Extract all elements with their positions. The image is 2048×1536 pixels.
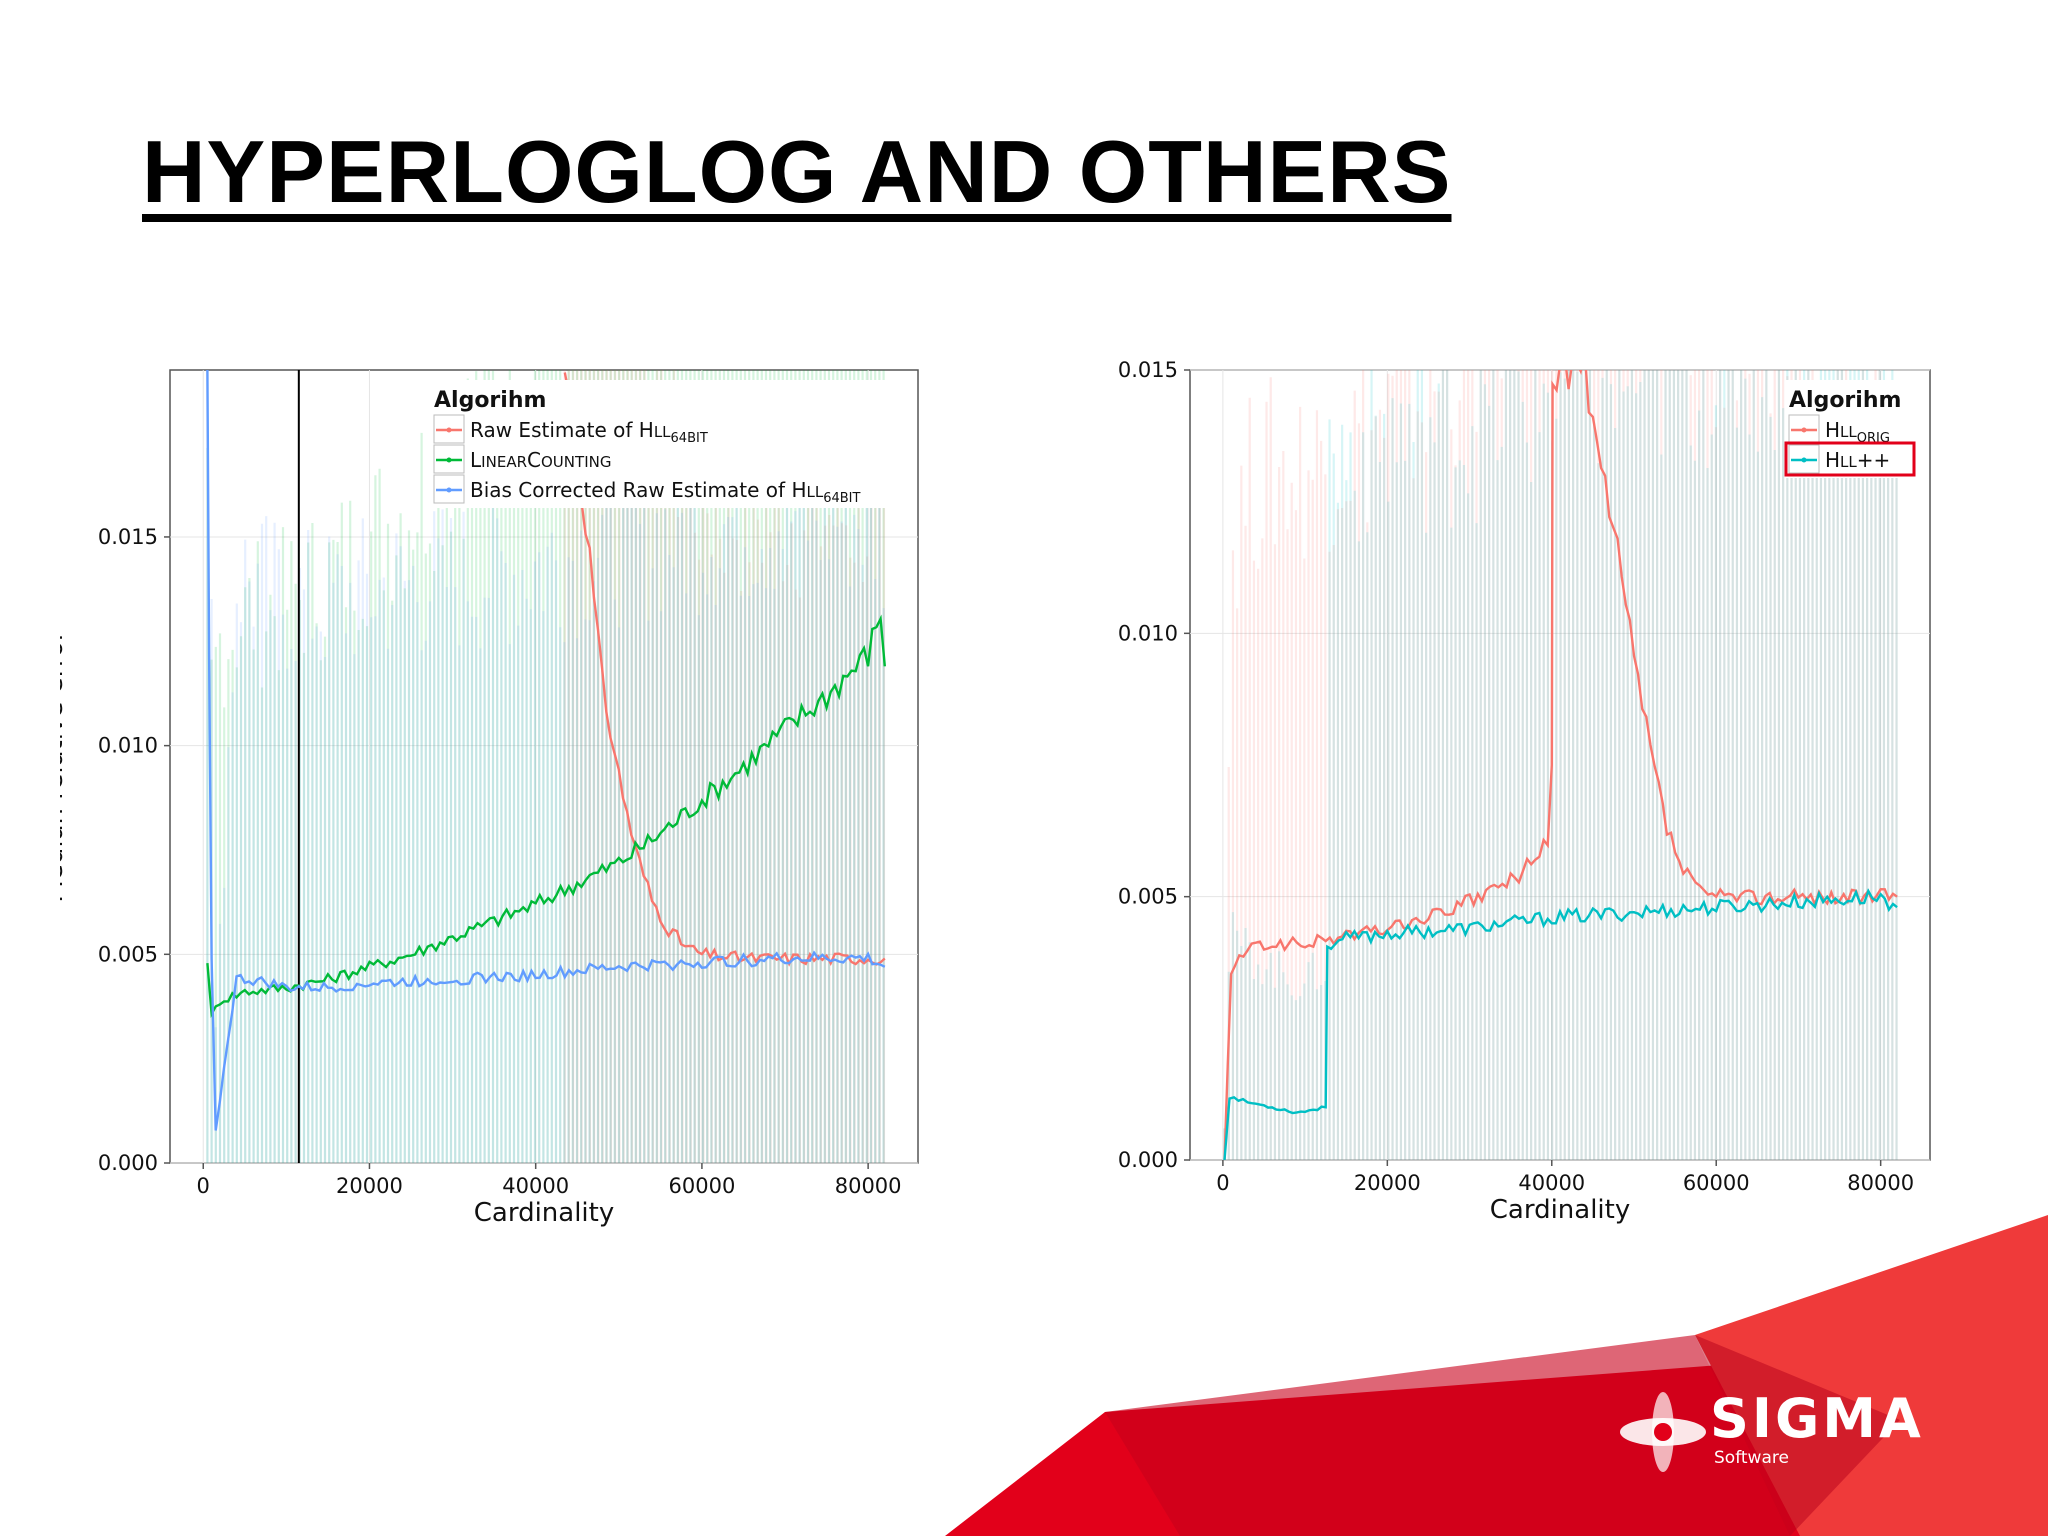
legend-key-dot [446, 427, 452, 433]
y-tick-label: 0.005 [1118, 885, 1178, 909]
sigma-logo-mark-icon [1620, 1392, 1706, 1472]
y-tick-label: 0.015 [1118, 358, 1178, 382]
series-line-2 [206, 370, 886, 1131]
error-bands [1223, 370, 1898, 1160]
x-tick-label: 60000 [669, 1174, 736, 1198]
sigma-software-logo: SIGMA Software [1618, 1390, 1921, 1480]
legend-label-smallcaps: LINEARCOUNTING [470, 448, 611, 472]
y-tick-label: 0.010 [1118, 621, 1178, 645]
legend-label-subscript: 64BIT [823, 491, 860, 506]
y-axis-title: Median relative error [60, 630, 69, 902]
legend-label: Bias Corrected Raw Estimate of HLL64BIT [470, 478, 860, 506]
legend-label-smallcaps: HLL++ [1825, 448, 1890, 472]
x-tick-label: 40000 [502, 1174, 569, 1198]
y-tick-label: 0.000 [1118, 1148, 1178, 1172]
series-line-0 [1223, 370, 1898, 1160]
slide-title: HYPERLOGLOG AND OTHERS [142, 122, 1452, 221]
legend-key-dot [446, 457, 452, 463]
series-lines [1223, 370, 1898, 1160]
x-tick-label: 80000 [835, 1174, 902, 1198]
x-tick-label: 20000 [1354, 1171, 1421, 1195]
x-tick-label: 0 [1216, 1171, 1229, 1195]
legend-label-smallcaps: HLL [791, 478, 823, 502]
y-tick-label: 0.000 [98, 1151, 158, 1175]
legend-label-smallcaps: HLL [639, 418, 671, 442]
y-axis-title: Median relative error [1085, 629, 1089, 901]
series-line-1 [1223, 888, 1898, 1160]
series-line-1 [206, 614, 886, 1019]
x-axis-title: Cardinality [1490, 1195, 1631, 1225]
x-tick-label: 60000 [1683, 1171, 1750, 1195]
x-tick-label: 20000 [336, 1174, 403, 1198]
chart-left-linear-counting: 0.000 0.005 0.010 0.015 0 20000 40000 60000 8000… [60, 369, 919, 1228]
legend-key-dot [1801, 427, 1807, 433]
brand-name: SIGMA [1710, 1387, 1924, 1450]
brand-subtitle: Software [1714, 1448, 1789, 1468]
series-lines [206, 370, 886, 1131]
legend-key-dot [446, 487, 452, 493]
legend-key-dot [1801, 457, 1807, 463]
plot-area [1189, 369, 1931, 1161]
legend-label: LINEARCOUNTING [470, 448, 611, 472]
error-bands [206, 370, 886, 1163]
chart-right-hll-comparison: 0.000 0.005 0.010 0.015 0 20000 40000 60000 8000… [1085, 358, 1931, 1225]
x-tick-label: 80000 [1847, 1171, 1914, 1195]
y-tick-label: 0.005 [98, 942, 158, 966]
legend-title: Algorihm [1789, 388, 1901, 413]
y-tick-label: 0.015 [98, 525, 158, 549]
legend-title: Algorihm [434, 388, 546, 413]
y-tick-label: 0.010 [98, 734, 158, 758]
x-axis-title: Cardinality [474, 1198, 615, 1228]
legend-label-subscript: 64BIT [671, 431, 708, 446]
legend-label: Raw Estimate of HLL64BIT [470, 418, 708, 446]
legend-label-smallcaps: HLL [1825, 418, 1857, 442]
legend-box [430, 380, 908, 508]
legend-label: HLL++ [1825, 448, 1890, 472]
x-tick-label: 40000 [1518, 1171, 1585, 1195]
legend-highlight-box [1784, 441, 1916, 477]
x-tick-label: 0 [197, 1174, 210, 1198]
